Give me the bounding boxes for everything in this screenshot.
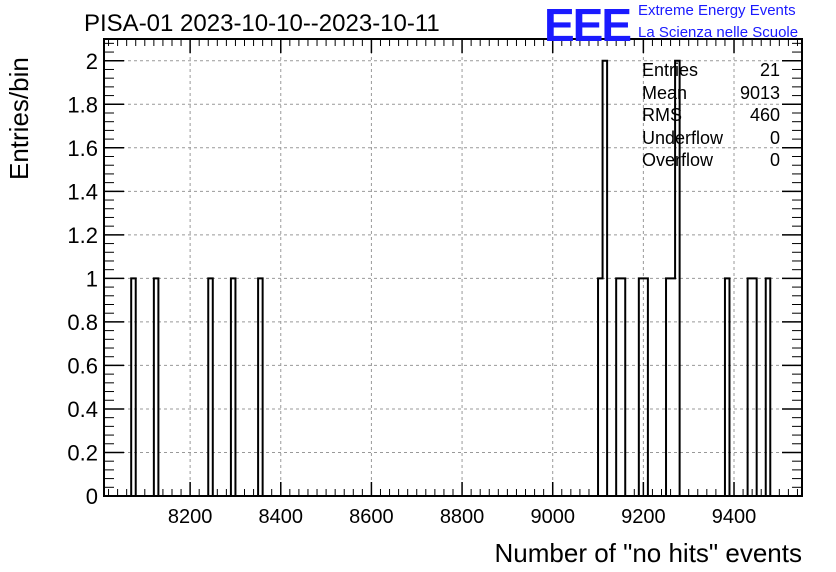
stat-label: RMS: [642, 105, 682, 126]
stat-rms: RMS 460: [642, 105, 780, 128]
eee-logo: EEE: [544, 0, 632, 51]
x-axis-label: Number of "no hits" events: [495, 538, 803, 568]
y-tick-label: 1.2: [67, 223, 98, 248]
stat-value: 460: [749, 105, 780, 126]
stat-label: Entries: [642, 60, 699, 80]
stat-mean: Mean 9013: [642, 83, 780, 106]
y-tick-label: 0.2: [67, 440, 98, 465]
x-tick-label: 8200: [168, 506, 213, 528]
y-tick-label: 2: [86, 49, 98, 74]
stat-underflow: Underflow 0: [642, 128, 780, 151]
stat-label: Overflow: [642, 150, 714, 171]
org-name-line2: La Scienza nelle Scuole: [638, 24, 799, 41]
y-tick-label: 1.8: [67, 92, 98, 117]
x-tick-label: 8800: [440, 506, 485, 528]
y-tick-label: 0: [86, 484, 98, 509]
stat-entries: Entries 21: [642, 60, 780, 83]
y-tick-label: 0.8: [67, 310, 98, 335]
stat-value: 0: [769, 127, 780, 148]
stat-label: Underflow: [642, 127, 724, 148]
y-axis-label: Entries/bin: [4, 57, 34, 180]
x-tick-label: 9200: [621, 506, 666, 528]
x-tick-label: 9400: [712, 506, 757, 528]
axes-ticks: 8200 8400 8600 8800 9000 9200 9400 0 0.2 0.4 0.6 0.…: [67, 39, 802, 528]
x-tick-label: 9000: [530, 506, 575, 528]
y-tick-label: 1.4: [67, 179, 98, 204]
x-tick-label: 8400: [259, 506, 304, 528]
histogram-bin: [671, 278, 676, 496]
stat-value: 0: [769, 150, 780, 171]
y-tick-label: 1: [86, 266, 98, 291]
stat-overflow: Overflow 0: [642, 150, 780, 173]
grid-lines: [104, 39, 802, 496]
y-tick-label: 1.6: [67, 136, 98, 161]
y-tick-label: 0.4: [67, 397, 98, 422]
chart-title: PISA-01 2023-10-10--2023-10-11: [84, 10, 440, 37]
y-tick-label: 0.6: [67, 353, 98, 378]
stat-label: Mean: [642, 82, 688, 103]
x-tick-label: 8600: [349, 506, 394, 528]
stat-value: 21: [759, 60, 780, 80]
stats-box: Entries 21 Mean 9013 RMS 460 Underflow 0 Ove…: [642, 60, 780, 173]
org-name-line1: Extreme Energy Events: [638, 2, 796, 19]
stat-value: 9013: [739, 82, 780, 103]
